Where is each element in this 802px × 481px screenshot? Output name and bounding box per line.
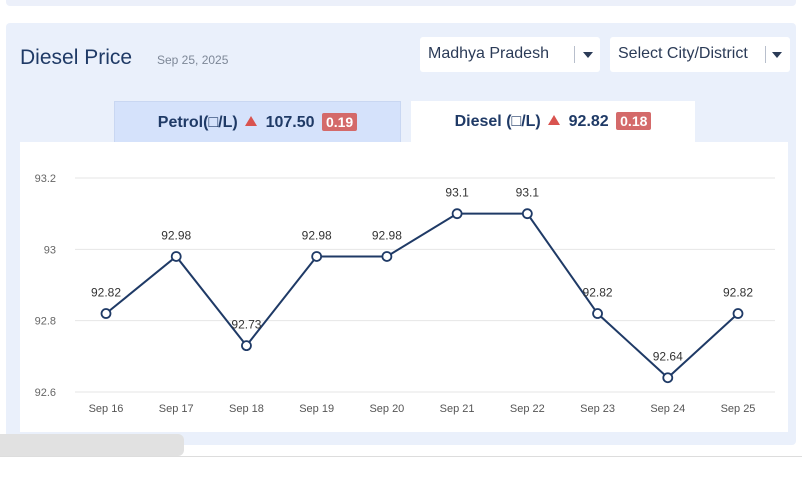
x-tick-label: Sep 19 xyxy=(299,403,334,415)
x-tick-label: Sep 25 xyxy=(721,403,756,415)
y-tick-label: 92.8 xyxy=(35,316,56,328)
data-point xyxy=(241,340,252,352)
data-label: 92.98 xyxy=(302,228,332,242)
x-tick-label: Sep 16 xyxy=(89,403,124,415)
tab-petrol-change-badge: 0.19 xyxy=(321,113,358,131)
page-title: Diesel Price xyxy=(20,46,133,69)
divider xyxy=(0,456,802,457)
tab-diesel-label: Diesel (□/L) xyxy=(454,113,541,130)
y-tick-label: 93.2 xyxy=(35,173,56,185)
horizontal-scrollbar[interactable] xyxy=(0,434,184,456)
state-select[interactable]: Madhya Pradesh xyxy=(420,37,600,72)
arrow-up-icon xyxy=(245,115,258,126)
data-label: 92.82 xyxy=(723,286,753,300)
tab-petrol-price: 107.50 xyxy=(265,114,315,131)
city-select-divider xyxy=(765,46,766,63)
data-label: 93.1 xyxy=(445,186,469,200)
data-point xyxy=(311,251,323,262)
city-select[interactable]: Select City/District xyxy=(610,37,790,72)
data-point xyxy=(100,308,112,319)
data-label: 92.73 xyxy=(231,318,261,332)
data-point xyxy=(521,208,533,220)
data-point xyxy=(732,308,744,319)
data-point xyxy=(451,208,463,220)
data-label: 92.98 xyxy=(161,228,191,242)
state-select-divider xyxy=(574,46,575,63)
tab-petrol-label: Petrol(□/L) xyxy=(157,114,238,131)
data-label: 92.64 xyxy=(653,350,683,364)
top-strip xyxy=(6,0,796,6)
data-label: 92.82 xyxy=(583,286,613,300)
tab-diesel[interactable]: Diesel (□/L) 92.82 0.18 xyxy=(411,101,695,142)
tab-diesel-price: 92.82 xyxy=(568,113,609,130)
price-line-chart: 92.6 92.8 93 93.2 Sep 16 Sep 17 Sep 18 Sep 19 Se… xyxy=(35,173,775,415)
chevron-down-icon[interactable] xyxy=(772,52,782,58)
arrow-up-icon xyxy=(548,114,561,125)
series-line xyxy=(105,212,739,380)
price-chart-panel: 92.6 92.8 93 93.2 Sep 16 Sep 17 Sep 18 Sep 19 Se… xyxy=(20,142,788,432)
data-point xyxy=(170,251,182,262)
x-tick-label: Sep 24 xyxy=(650,403,685,415)
data-label: 92.98 xyxy=(372,228,402,242)
tab-petrol[interactable]: Petrol(□/L) 107.50 0.19 xyxy=(114,101,401,142)
x-tick-label: Sep 22 xyxy=(510,403,545,415)
x-tick-label: Sep 20 xyxy=(369,403,404,415)
x-tick-label: Sep 18 xyxy=(229,403,264,415)
x-tick-label: Sep 23 xyxy=(580,403,615,415)
city-select-value: Select City/District xyxy=(618,45,748,62)
data-point xyxy=(381,251,393,262)
y-tick-label: 92.6 xyxy=(35,387,56,399)
data-point xyxy=(662,372,674,384)
state-select-value: Madhya Pradesh xyxy=(428,45,549,62)
chevron-down-icon[interactable] xyxy=(583,52,593,58)
y-tick-label: 93 xyxy=(44,244,56,256)
data-label: 93.1 xyxy=(516,186,540,200)
tab-diesel-change-badge: 0.18 xyxy=(616,112,652,130)
x-tick-label: Sep 21 xyxy=(440,403,475,415)
data-point xyxy=(592,308,603,319)
data-label: 92.82 xyxy=(91,286,121,300)
x-tick-label: Sep 17 xyxy=(159,403,194,415)
price-date: Sep 25, 2025 xyxy=(157,53,229,67)
